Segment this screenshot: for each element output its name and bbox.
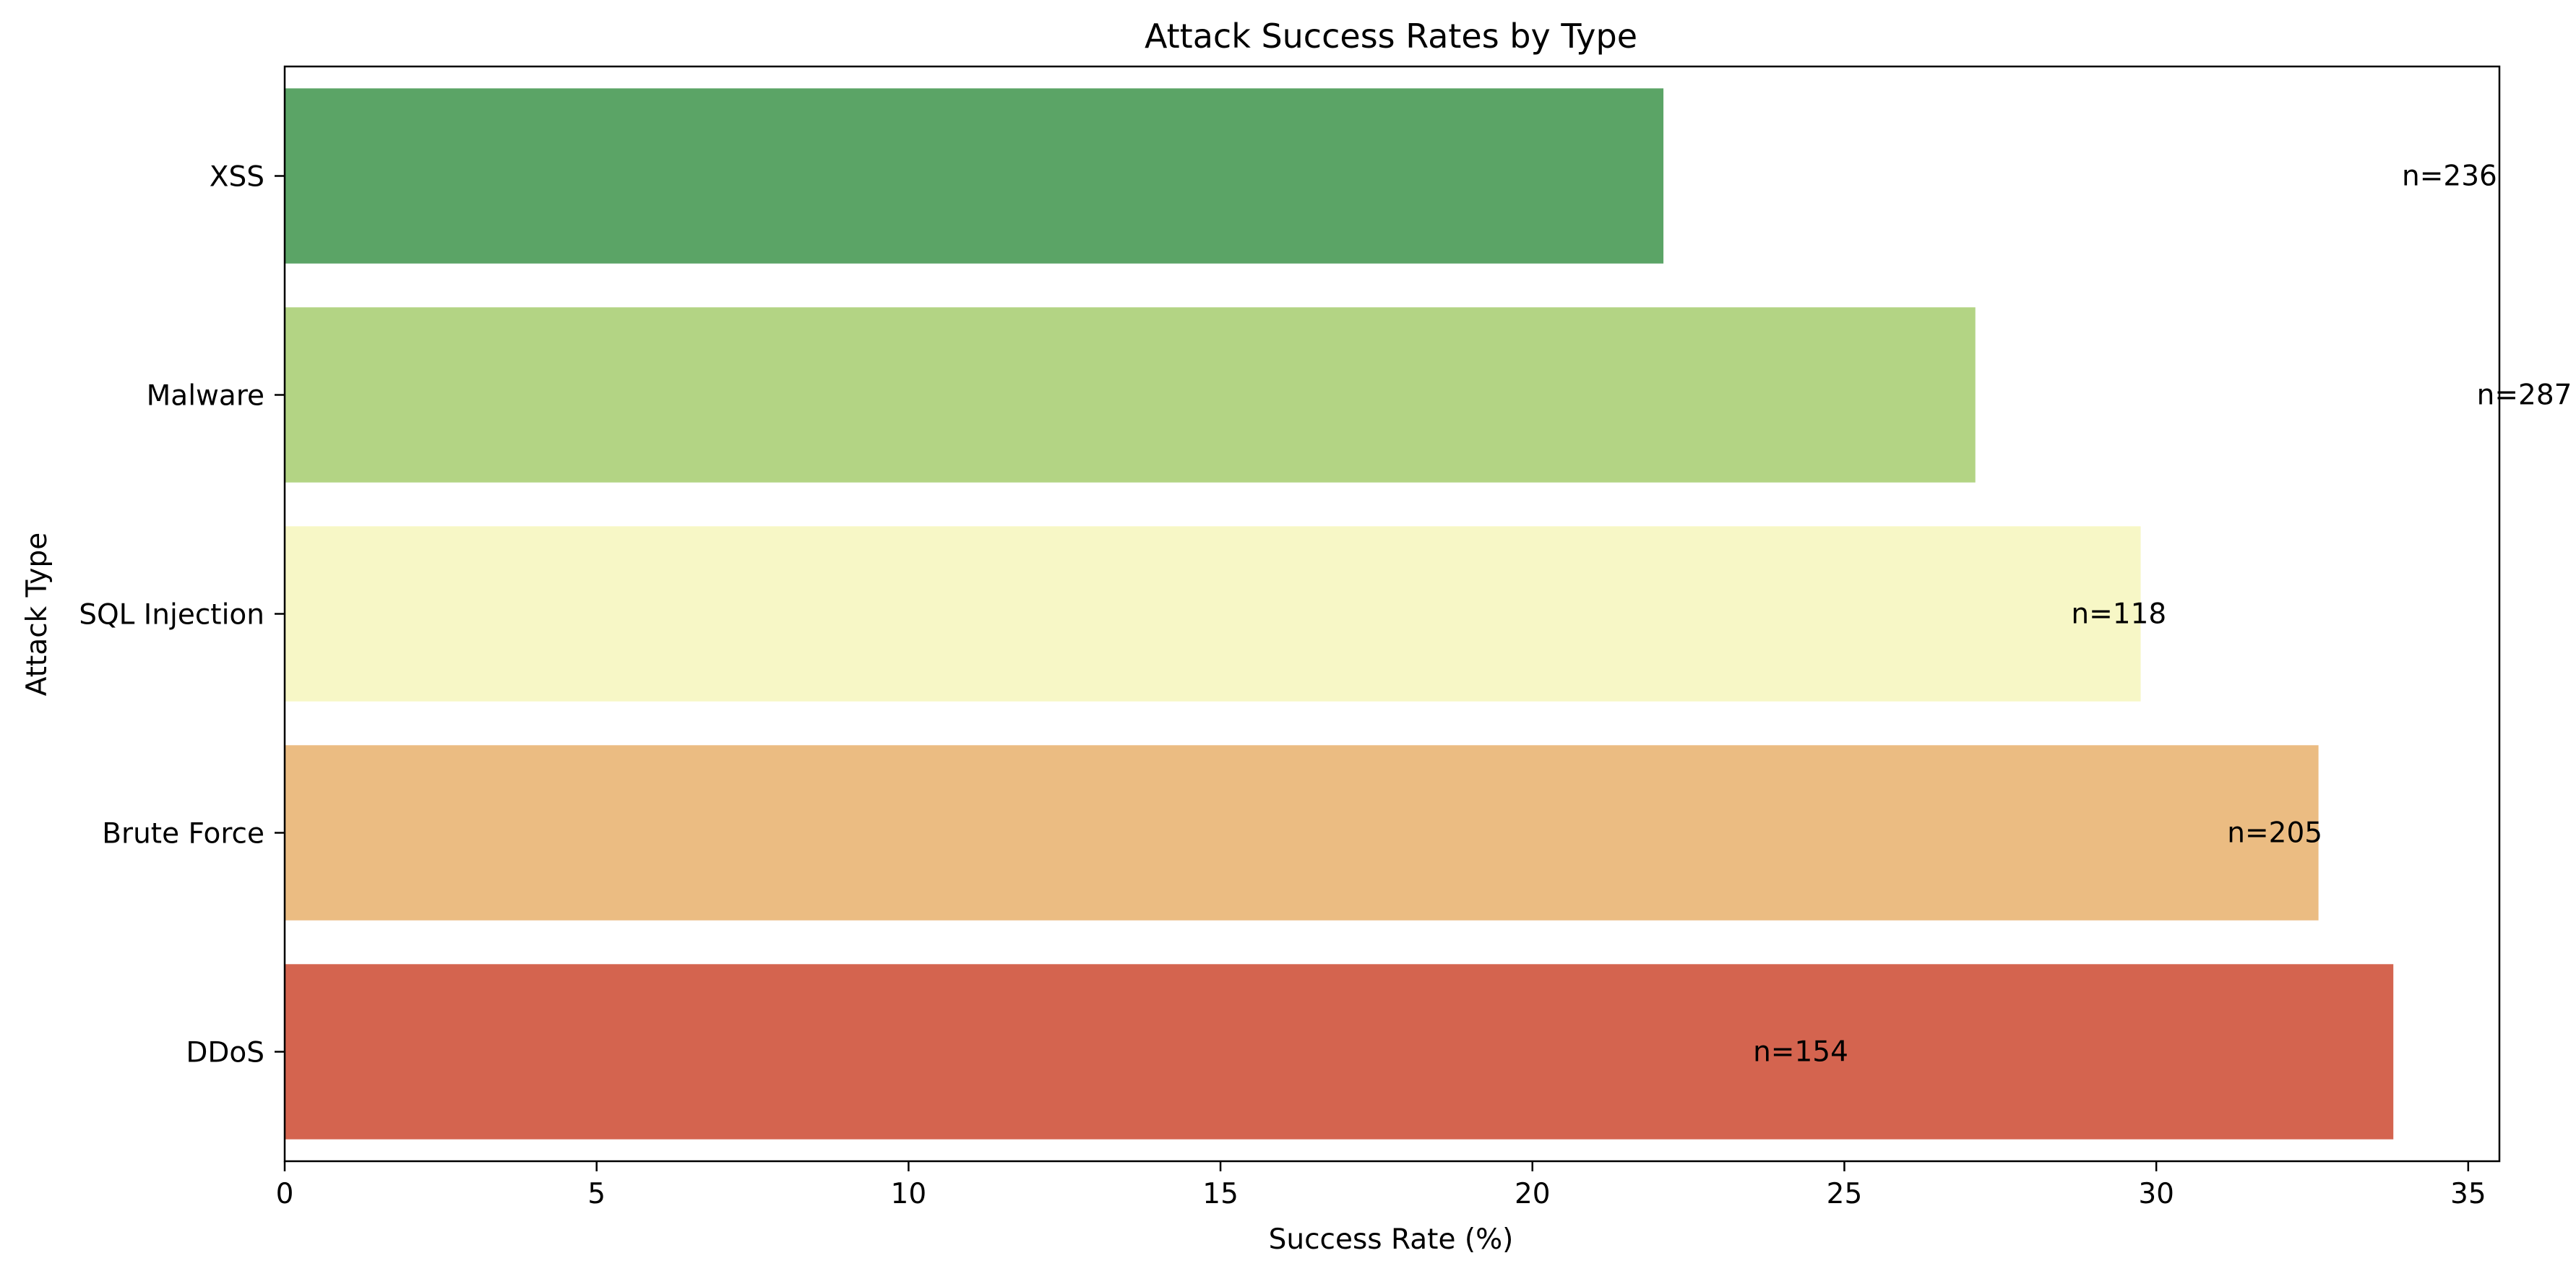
- bar-0: [285, 88, 1664, 264]
- bar-count-label-3: n=205: [2227, 817, 2322, 850]
- y-axis-ticks: XSS Malware SQL Injection Brute Force DDoS: [79, 161, 285, 1069]
- bar-count-label-2: n=118: [2071, 598, 2166, 631]
- x-tick-label-0: 0: [276, 1178, 294, 1210]
- bar-count-label-1: n=287: [2477, 379, 2572, 412]
- bar-3: [285, 745, 2319, 921]
- y-tick-label-3: Brute Force: [102, 818, 264, 850]
- x-tick-label-5: 25: [1827, 1178, 1863, 1210]
- y-tick-label-1: Malware: [147, 380, 264, 413]
- x-tick-label-2: 10: [891, 1178, 927, 1210]
- plot-frame: [283, 65, 2501, 1163]
- x-tick-label-7: 35: [2450, 1178, 2486, 1210]
- bar-1: [285, 307, 1976, 483]
- bars-layer: [285, 88, 2394, 1140]
- x-axis-label: Success Rate (%): [1269, 1223, 1514, 1256]
- x-tick-label-1: 5: [587, 1178, 606, 1210]
- x-tick-label-6: 30: [2138, 1178, 2174, 1210]
- bar-count-label-4: n=154: [1753, 1036, 1848, 1069]
- bar-count-label-0: n=236: [2402, 160, 2497, 193]
- x-axis-ticks: 0 5 10 15 20 25 30 35: [276, 1161, 2486, 1210]
- bar-labels-layer: n=236 n=287 n=118 n=205 n=154: [1753, 160, 2572, 1069]
- bar-2: [285, 526, 2141, 702]
- x-tick-label-3: 15: [1202, 1178, 1239, 1210]
- y-tick-label-0: XSS: [210, 161, 264, 194]
- chart-title: Attack Success Rates by Type: [1145, 17, 1637, 56]
- y-tick-label-2: SQL Injection: [79, 599, 264, 632]
- y-axis-label: Attack Type: [21, 533, 53, 696]
- y-tick-label-4: DDoS: [186, 1037, 264, 1069]
- bar-4: [285, 964, 2394, 1140]
- x-tick-label-4: 20: [1515, 1178, 1551, 1210]
